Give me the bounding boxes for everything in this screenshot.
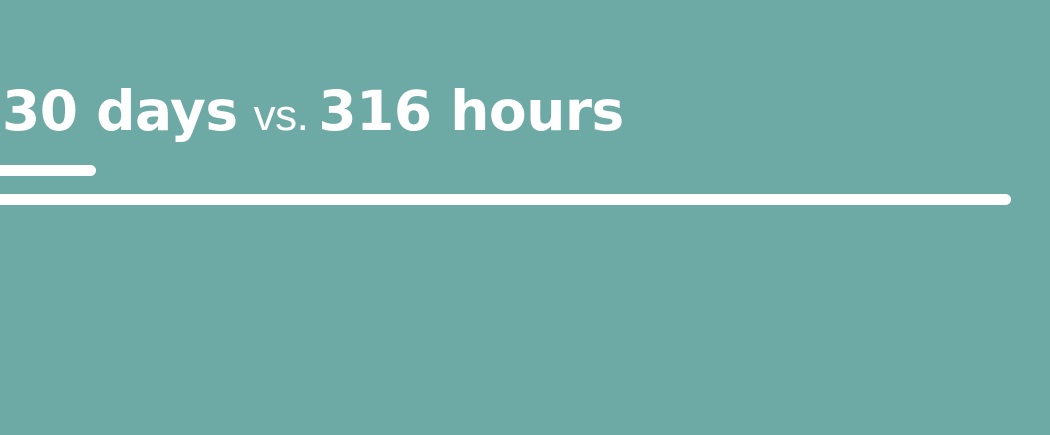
left-value: 30 days (2, 79, 238, 143)
versus-label: vs. (253, 91, 309, 140)
right-value: 316 hours (318, 79, 624, 143)
short-comparison-bar (0, 165, 96, 176)
long-comparison-bar (0, 194, 1011, 205)
comparison-headline: 30 days vs. 316 hours (2, 78, 624, 149)
